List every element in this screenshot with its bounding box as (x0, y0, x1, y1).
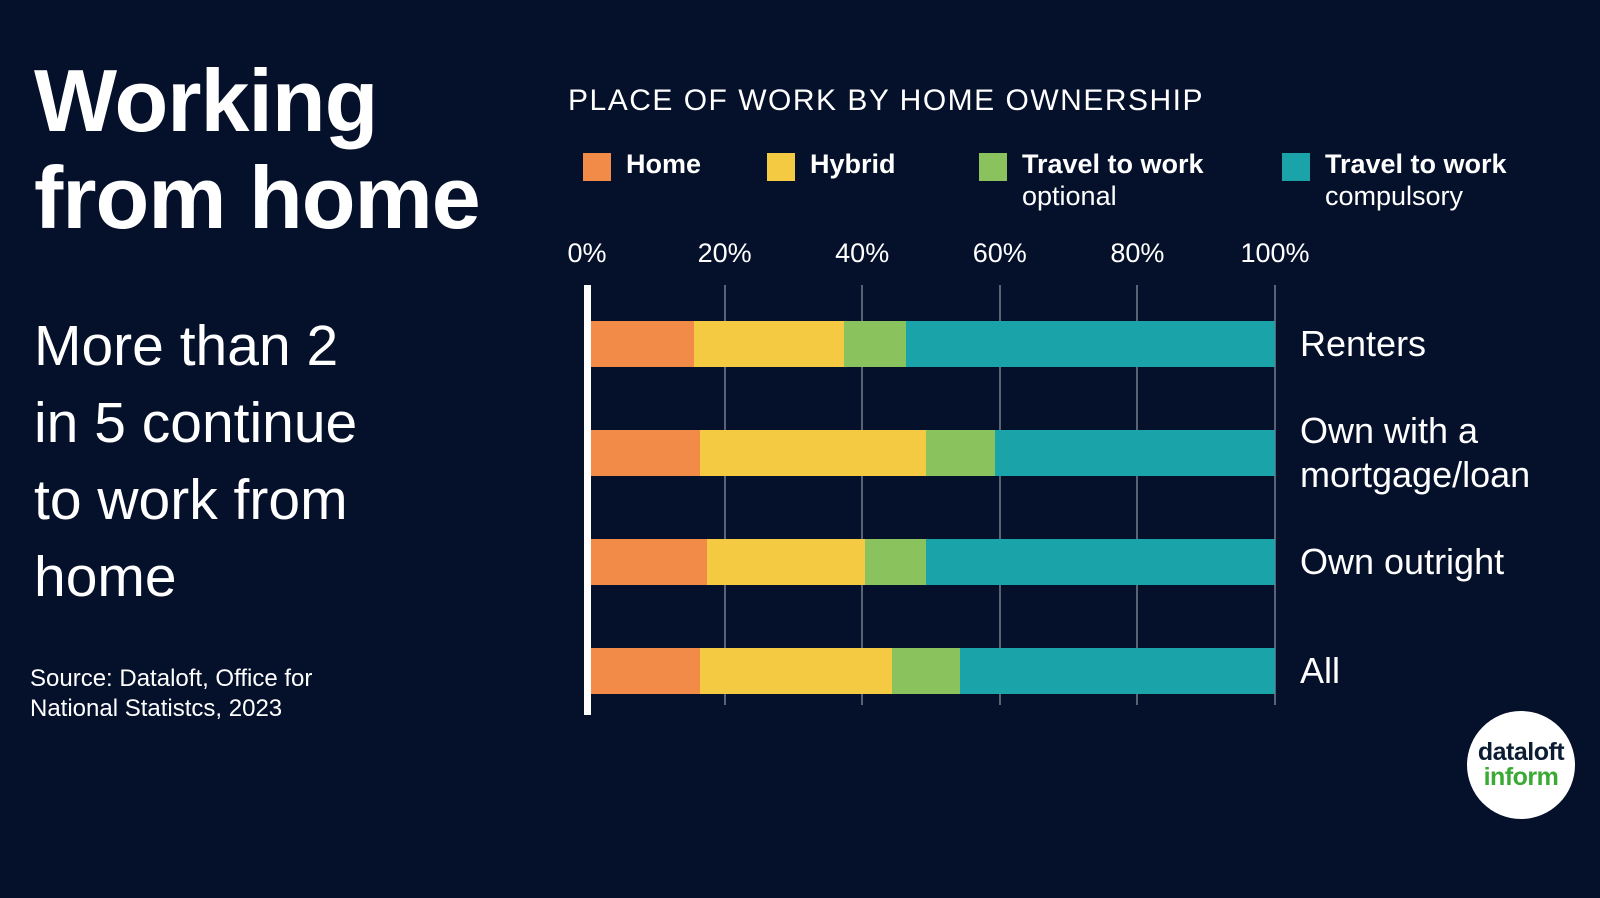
bar-row (591, 321, 1275, 367)
bar-segment (693, 321, 845, 367)
gridline (1136, 285, 1139, 705)
x-tick-label: 0% (567, 238, 607, 268)
legend-item: Travel to work compulsory (1282, 148, 1507, 211)
legend-label: Hybrid (810, 149, 896, 179)
bar-row (591, 430, 1275, 476)
legend-item: Travel to work optional (979, 148, 1204, 211)
bar-segment (591, 430, 701, 476)
page-subtitle: More than 2 in 5 continue to work from h… (34, 314, 358, 609)
bar-segment (707, 539, 865, 585)
bar-segment (700, 430, 927, 476)
logo-line-inform: inform (1483, 763, 1559, 791)
legend-text: Travel to work optional (1022, 148, 1204, 211)
bar-segment (891, 648, 961, 694)
legend-text: Travel to work compulsory (1325, 148, 1507, 211)
category-label: Own with a mortgage/loan (1300, 410, 1531, 495)
bar-row (591, 648, 1275, 694)
bar-segment (700, 648, 892, 694)
legend-text: Home (626, 148, 701, 181)
legend-swatch (583, 153, 611, 181)
bar-segment (905, 321, 1275, 367)
gridline (861, 285, 864, 705)
source-note: Source: Dataloft, Office for National St… (30, 665, 313, 722)
category-label: Renters (1300, 323, 1427, 364)
logo-line-dataloft: dataloft (1477, 738, 1565, 766)
bar-segment (591, 539, 708, 585)
legend-swatch (1282, 153, 1310, 181)
page-title: Working from home (34, 51, 481, 247)
x-tick-label: 60% (972, 238, 1027, 268)
x-tick-label: 100% (1240, 238, 1310, 268)
bar-segment (864, 539, 927, 585)
gridline (998, 285, 1001, 705)
legend-label: Home (626, 149, 702, 179)
category-label: All (1300, 650, 1341, 691)
gridline (1274, 285, 1276, 705)
gridline (723, 285, 726, 705)
legend-swatch (767, 153, 795, 181)
legend-sublabel: optional (1022, 181, 1117, 211)
legend-sublabel: compulsory (1325, 181, 1464, 211)
bar-segment (926, 430, 995, 476)
bar-segment (960, 648, 1275, 694)
category-label: Own outright (1300, 541, 1505, 582)
legend-item: Home (583, 148, 701, 181)
chart-title: PLACE OF WORK BY HOME OWNERSHIP (568, 84, 1205, 117)
bar-segment (844, 321, 906, 367)
dataloft-inform-logo: dataloft inform (1467, 711, 1575, 819)
x-tick-label: 80% (1110, 238, 1165, 268)
legend-label: Travel to work (1325, 149, 1507, 179)
legend-label: Travel to work (1022, 149, 1204, 179)
bar-segment (591, 321, 694, 367)
bar-row (591, 539, 1275, 585)
x-tick-label: 20% (697, 238, 752, 268)
legend-swatch (979, 153, 1007, 181)
legend-item: Hybrid (767, 148, 896, 181)
x-tick-label: 40% (835, 238, 890, 268)
bar-segment (591, 648, 701, 694)
legend-text: Hybrid (810, 148, 896, 181)
bar-segment (926, 539, 1275, 585)
y-axis-line (584, 285, 591, 715)
bar-segment (994, 430, 1275, 476)
